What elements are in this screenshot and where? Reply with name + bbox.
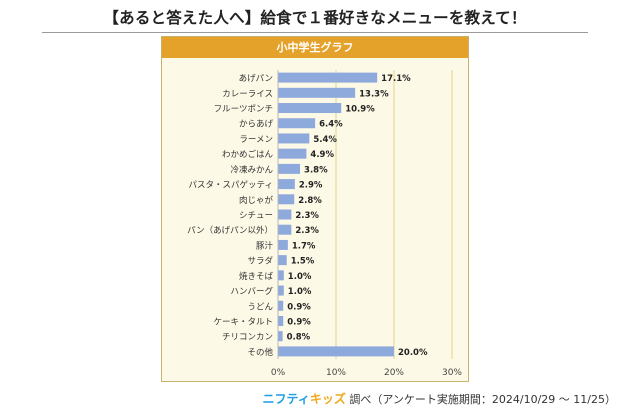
value-label: 0.9% bbox=[287, 317, 311, 327]
bar bbox=[278, 163, 301, 174]
category-label: チリコンカン bbox=[222, 333, 273, 343]
value-label: 1.0% bbox=[288, 287, 312, 297]
bar bbox=[278, 133, 310, 144]
category-label: カレーライス bbox=[222, 89, 273, 99]
value-label: 13.3% bbox=[359, 89, 389, 99]
value-label: 1.0% bbox=[288, 272, 312, 282]
x-tick-label: 10% bbox=[326, 368, 346, 378]
category-label: うどん bbox=[247, 302, 273, 312]
category-label: 焼きそば bbox=[239, 272, 274, 282]
category-label: パン（あげパン以外） bbox=[187, 225, 273, 236]
headline-divider bbox=[42, 32, 588, 33]
category-label: ケーキ・タルト bbox=[213, 317, 273, 327]
category-label: からあげ bbox=[239, 120, 274, 130]
category-label: あげパン bbox=[239, 74, 273, 84]
category-label: 豚汁 bbox=[256, 240, 274, 251]
value-label: 2.8% bbox=[298, 196, 322, 206]
source-footer: ニフティキッズ 調べ（アンケート実施期間：2024/10/29 ～ 11/25） bbox=[263, 390, 616, 407]
value-label: 0.9% bbox=[287, 302, 311, 312]
value-label: 2.3% bbox=[295, 211, 319, 221]
value-label: 20.0% bbox=[398, 348, 428, 358]
brand-logo: ニフティキッズ bbox=[262, 392, 346, 406]
bar bbox=[278, 87, 356, 98]
bar bbox=[278, 270, 284, 281]
bar bbox=[278, 72, 378, 83]
bar bbox=[278, 285, 284, 296]
category-label: パスタ・スパゲッティ bbox=[189, 180, 274, 191]
category-label: サラダ bbox=[247, 256, 273, 267]
page-headline: 【あると答えた人へ】給食で１番好きなメニューを教えて！ bbox=[103, 9, 527, 27]
value-label: 4.9% bbox=[310, 150, 334, 160]
bar bbox=[278, 194, 295, 205]
bar bbox=[278, 103, 342, 114]
value-label: 3.8% bbox=[304, 165, 328, 175]
value-label: 1.5% bbox=[291, 257, 315, 267]
bar bbox=[278, 255, 287, 266]
value-label: 5.4% bbox=[313, 135, 337, 145]
category-label: ラーメン bbox=[239, 135, 273, 145]
x-tick-label: 30% bbox=[442, 368, 462, 378]
bar bbox=[278, 209, 292, 220]
chart-panel: 小中学生グラフ 0% 10% 20% 30% あげパン 17.1% カレーライス 13.3% フ… bbox=[161, 36, 469, 382]
x-tick-label: 20% bbox=[384, 368, 404, 378]
bar bbox=[278, 179, 295, 190]
category-label: わかめごはん bbox=[222, 149, 274, 160]
value-label: 10.9% bbox=[345, 105, 375, 115]
category-label: シチュー bbox=[239, 211, 273, 221]
value-label: 0.8% bbox=[287, 333, 311, 343]
category-label: その他 bbox=[247, 347, 273, 358]
value-label: 1.7% bbox=[292, 241, 316, 251]
category-label: 肉じゃが bbox=[239, 195, 274, 206]
category-label: フルーツポンチ bbox=[214, 105, 273, 115]
bar bbox=[278, 331, 283, 342]
category-label: ハンバーグ bbox=[230, 286, 273, 297]
value-label: 17.1% bbox=[381, 74, 411, 84]
category-label: 冷凍みかん bbox=[230, 164, 273, 175]
bar bbox=[278, 148, 307, 159]
bar bbox=[278, 118, 316, 129]
bar bbox=[278, 315, 284, 326]
value-label: 2.9% bbox=[299, 181, 323, 191]
value-label: 6.4% bbox=[319, 120, 343, 130]
bar bbox=[278, 346, 394, 357]
bar bbox=[278, 300, 284, 311]
chart-panel-title: 小中学生グラフ bbox=[162, 37, 468, 58]
bar-chart: 0% 10% 20% 30% あげパン 17.1% カレーライス 13.3% フルーツポンチ 10… bbox=[187, 70, 462, 378]
x-tick-label: 0% bbox=[271, 368, 286, 378]
value-label: 2.3% bbox=[295, 226, 319, 236]
bar bbox=[278, 224, 292, 235]
bar bbox=[278, 239, 288, 250]
survey-note: 調べ（アンケート実施期間：2024/10/29 ～ 11/25） bbox=[349, 393, 616, 406]
